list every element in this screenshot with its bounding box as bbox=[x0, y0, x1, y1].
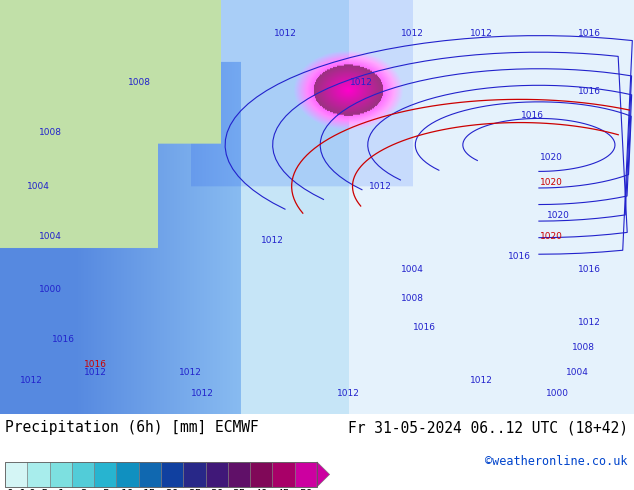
Bar bbox=[228, 462, 250, 487]
Text: 1008: 1008 bbox=[128, 78, 151, 87]
Text: 1000: 1000 bbox=[547, 389, 569, 398]
Text: 10: 10 bbox=[121, 489, 134, 490]
Bar bbox=[205, 462, 228, 487]
Text: 20: 20 bbox=[165, 489, 179, 490]
Text: 1004: 1004 bbox=[566, 368, 588, 377]
Text: 1012: 1012 bbox=[401, 28, 424, 38]
Text: 1012: 1012 bbox=[350, 78, 373, 87]
Text: 40: 40 bbox=[254, 489, 268, 490]
Text: 1012: 1012 bbox=[337, 389, 360, 398]
Text: 50: 50 bbox=[299, 489, 313, 490]
Text: 1016: 1016 bbox=[508, 252, 531, 261]
Text: 1012: 1012 bbox=[20, 376, 43, 386]
Text: 1016: 1016 bbox=[578, 87, 601, 96]
Text: 1016: 1016 bbox=[84, 360, 107, 369]
Text: 1012: 1012 bbox=[470, 28, 493, 38]
Text: 15: 15 bbox=[143, 489, 157, 490]
Text: 1012: 1012 bbox=[470, 376, 493, 386]
Text: 45: 45 bbox=[277, 489, 290, 490]
Text: 1004: 1004 bbox=[401, 265, 424, 273]
Text: 1020: 1020 bbox=[540, 178, 563, 187]
Text: 1008: 1008 bbox=[401, 294, 424, 303]
Text: 1008: 1008 bbox=[39, 128, 62, 137]
Text: 35: 35 bbox=[232, 489, 246, 490]
Text: 2: 2 bbox=[80, 489, 86, 490]
Bar bbox=[161, 462, 183, 487]
Text: 1008: 1008 bbox=[572, 343, 595, 352]
Text: 25: 25 bbox=[188, 489, 201, 490]
Bar bbox=[139, 462, 161, 487]
Text: 1012: 1012 bbox=[274, 28, 297, 38]
Text: 1000: 1000 bbox=[39, 285, 62, 294]
Text: 1012: 1012 bbox=[179, 368, 202, 377]
Text: 1004: 1004 bbox=[39, 231, 62, 241]
Text: 1016: 1016 bbox=[578, 265, 601, 273]
Text: 1012: 1012 bbox=[84, 368, 107, 377]
Text: 1016: 1016 bbox=[413, 322, 436, 332]
Bar bbox=[183, 462, 205, 487]
Text: 1012: 1012 bbox=[261, 236, 284, 245]
Text: 1004: 1004 bbox=[27, 182, 49, 191]
Text: 0.5: 0.5 bbox=[29, 489, 49, 490]
Text: 1020: 1020 bbox=[547, 211, 569, 220]
Bar bbox=[5, 462, 317, 487]
Text: 1016: 1016 bbox=[521, 111, 544, 121]
Bar bbox=[5, 462, 27, 487]
Text: 30: 30 bbox=[210, 489, 224, 490]
Text: 1012: 1012 bbox=[191, 389, 214, 398]
Bar bbox=[273, 462, 295, 487]
Bar bbox=[72, 462, 94, 487]
Text: 1012: 1012 bbox=[369, 182, 392, 191]
Bar bbox=[117, 462, 139, 487]
Text: 1020: 1020 bbox=[540, 231, 563, 241]
Bar bbox=[49, 462, 72, 487]
Text: 1016: 1016 bbox=[52, 335, 75, 344]
Text: 1020: 1020 bbox=[540, 153, 563, 162]
Bar bbox=[250, 462, 273, 487]
Text: 5: 5 bbox=[102, 489, 108, 490]
Text: Fr 31-05-2024 06..12 UTC (18+42): Fr 31-05-2024 06..12 UTC (18+42) bbox=[347, 420, 628, 435]
Bar bbox=[295, 462, 317, 487]
Text: ©weatheronline.co.uk: ©weatheronline.co.uk bbox=[485, 455, 628, 467]
Text: Precipitation (6h) [mm] ECMWF: Precipitation (6h) [mm] ECMWF bbox=[5, 420, 259, 435]
Text: 0.1: 0.1 bbox=[6, 489, 27, 490]
Bar bbox=[27, 462, 49, 487]
Bar bbox=[94, 462, 117, 487]
Text: 1016: 1016 bbox=[578, 28, 601, 38]
Text: 1: 1 bbox=[58, 489, 64, 490]
Polygon shape bbox=[317, 462, 330, 487]
Text: 1012: 1012 bbox=[578, 318, 601, 327]
